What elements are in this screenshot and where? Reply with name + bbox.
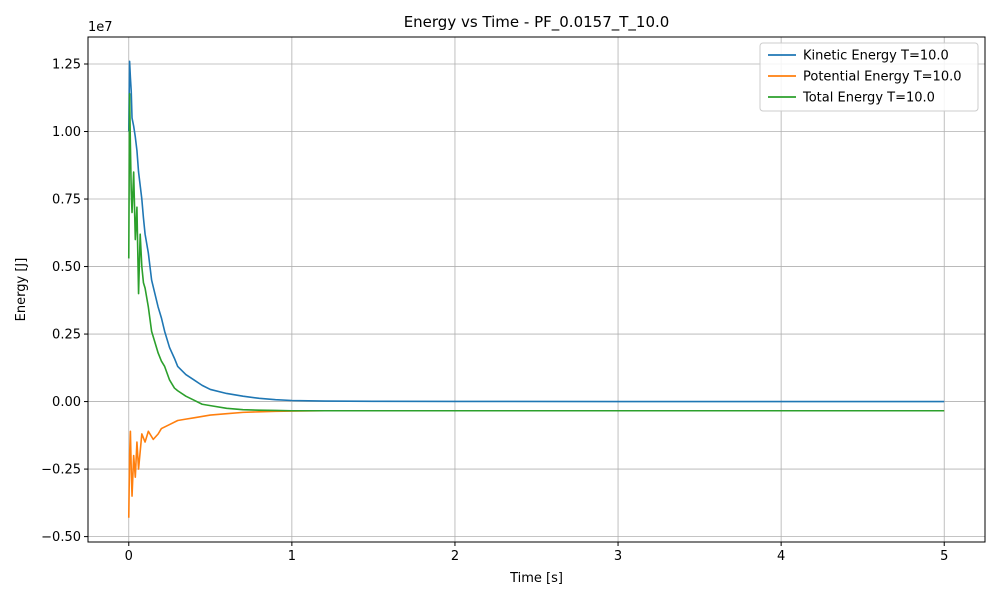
x-tick-label: 2	[451, 549, 459, 564]
series-line-total-energy	[127, 92, 945, 412]
y-tick-label: 1.25	[52, 58, 81, 73]
plot-area-frame	[87, 36, 986, 543]
legend-label: Total Energy T=10.0	[802, 91, 935, 106]
y-tick-label: 0.25	[52, 328, 81, 343]
legend-box	[759, 42, 979, 112]
series-lines	[127, 60, 945, 518]
grid	[88, 37, 985, 542]
y-tick-label: 0.50	[52, 260, 81, 275]
legend-label: Kinetic Energy T=10.0	[803, 49, 949, 64]
x-tick-label: 0	[125, 549, 133, 564]
y-tick-label: 1.00	[52, 125, 81, 140]
y-axis-multiplier: 1e7	[88, 20, 113, 35]
x-axis-ticks: 0 1 2 3 4 5	[125, 542, 948, 564]
y-axis-label: Energy [J]	[14, 258, 29, 322]
x-tick-label: 3	[614, 549, 622, 564]
legend: Kinetic Energy T=10.0 Potential Energy T=…	[759, 42, 979, 112]
y-tick-label: 0.00	[52, 395, 81, 410]
x-axis-label: Time [s]	[509, 571, 563, 586]
y-tick-label: −0.25	[41, 463, 81, 478]
series-line-kinetic-energy	[127, 60, 945, 403]
y-axis-ticks: −0.50 −0.25 0.00 0.25 0.50 0.75 1.00 1.25	[41, 58, 88, 545]
x-tick-label: 1	[288, 549, 296, 564]
legend-label: Potential Energy T=10.0	[803, 70, 962, 85]
y-tick-label: 0.75	[52, 193, 81, 208]
y-tick-label: −0.50	[41, 530, 81, 545]
x-tick-label: 5	[940, 549, 948, 564]
x-tick-label: 4	[777, 549, 785, 564]
chart-title: Energy vs Time - PF_0.0157_T_10.0	[404, 13, 670, 32]
